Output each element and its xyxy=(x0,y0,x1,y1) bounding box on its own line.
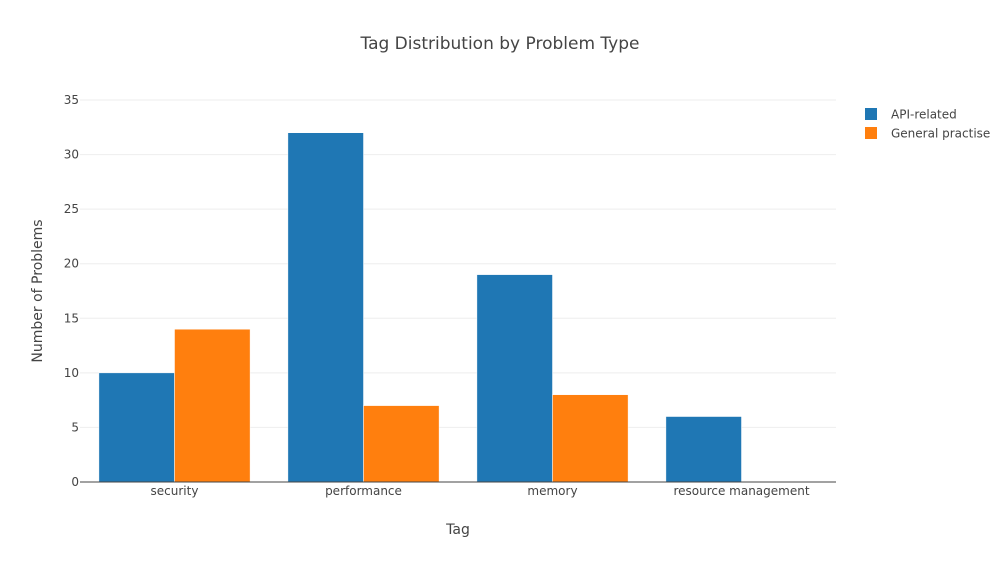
bars xyxy=(98,132,742,483)
bar-general-practise-security[interactable] xyxy=(174,328,251,483)
x-tick-label: resource management xyxy=(673,484,809,498)
bar-api-related-resource-management[interactable] xyxy=(665,416,742,483)
chart-title: Tag Distribution by Problem Type xyxy=(360,34,640,54)
bar-api-related-performance[interactable] xyxy=(287,132,364,483)
bar-general-practise-memory[interactable] xyxy=(552,394,629,483)
y-tick-label: 25 xyxy=(64,202,79,216)
axes: 0 5 10 15 20 25 30 35 security performance memory r… xyxy=(64,93,836,498)
legend-item-api-related[interactable]: API-related xyxy=(865,108,957,122)
y-tick-label: 10 xyxy=(64,366,79,380)
x-tick-label: performance xyxy=(325,484,402,498)
y-tick-label: 5 xyxy=(71,420,79,434)
y-axis-title: Number of Problems xyxy=(30,219,46,362)
legend-item-general-practise[interactable]: General practise xyxy=(865,127,990,141)
bar-general-practise-performance[interactable] xyxy=(363,405,440,483)
y-tick-label: 35 xyxy=(64,93,79,107)
x-axis-title: Tag xyxy=(445,522,470,538)
x-tick-label: security xyxy=(151,484,199,498)
legend-label: General practise xyxy=(891,127,990,141)
legend: API-related General practise xyxy=(865,108,990,141)
legend-label: API-related xyxy=(891,108,957,122)
x-tick-label: memory xyxy=(527,484,577,498)
bar-api-related-memory[interactable] xyxy=(476,274,553,483)
legend-swatch xyxy=(865,127,877,139)
y-tick-label: 30 xyxy=(64,148,79,162)
y-tick-label: 0 xyxy=(71,475,79,489)
y-tick-label: 15 xyxy=(64,311,79,325)
bar-api-related-security[interactable] xyxy=(98,372,175,483)
legend-swatch xyxy=(865,108,877,120)
y-tick-label: 20 xyxy=(64,257,79,271)
